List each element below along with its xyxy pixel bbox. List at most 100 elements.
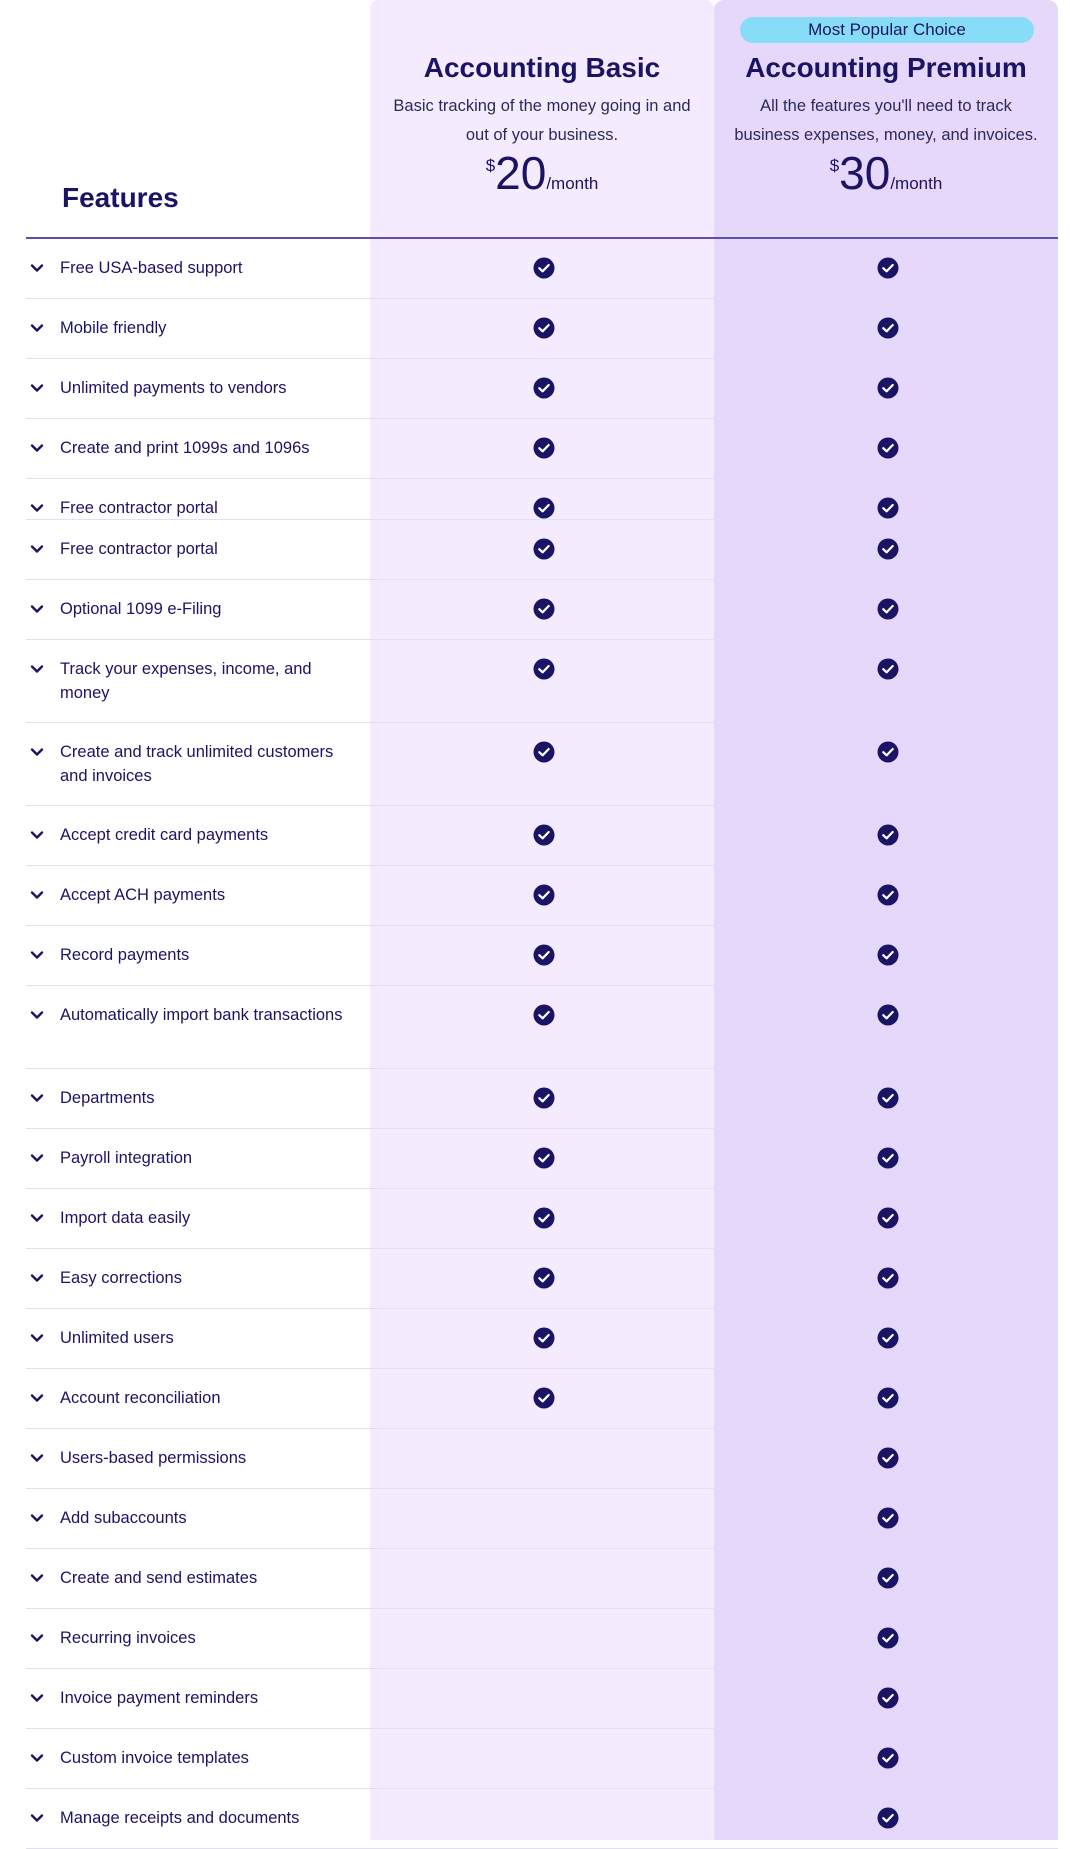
feature-row[interactable]: Create and track unlimited customers and… — [26, 723, 1058, 806]
basic-price-period: /month — [546, 174, 599, 193]
check-circle-icon — [533, 377, 555, 399]
chevron-down-icon[interactable] — [30, 381, 44, 395]
check-circle-icon — [533, 317, 555, 339]
feature-row[interactable]: Create and print 1099s and 1096s — [26, 419, 1058, 479]
check-circle-icon — [533, 658, 555, 680]
feature-label: Unlimited payments to vendors — [60, 379, 287, 397]
chevron-down-icon[interactable] — [30, 1751, 44, 1765]
feature-row[interactable]: Import data easily — [26, 1189, 1058, 1249]
chevron-down-icon[interactable] — [30, 321, 44, 335]
premium-price-currency: $ — [829, 156, 840, 175]
check-circle-icon — [877, 1087, 899, 1109]
feature-row[interactable]: Easy corrections — [26, 1249, 1058, 1309]
most-popular-badge: Most Popular Choice — [740, 17, 1034, 43]
chevron-down-icon[interactable] — [30, 1391, 44, 1405]
chevron-down-icon[interactable] — [30, 1008, 44, 1022]
check-circle-icon — [877, 497, 899, 519]
check-circle-icon — [877, 538, 899, 560]
feature-label: Account reconciliation — [60, 1389, 221, 1407]
chevron-down-icon[interactable] — [30, 602, 44, 616]
chevron-down-icon[interactable] — [30, 1811, 44, 1825]
chevron-down-icon[interactable] — [30, 1631, 44, 1645]
feature-label: Invoice payment reminders — [60, 1689, 259, 1707]
check-circle-icon — [877, 1747, 899, 1769]
check-circle-icon — [877, 1807, 899, 1829]
check-circle-icon — [877, 1687, 899, 1709]
feature-row[interactable]: Accept ACH payments — [26, 866, 1058, 926]
chevron-down-icon[interactable] — [30, 1151, 44, 1165]
chevron-down-icon[interactable] — [30, 948, 44, 962]
chevron-down-icon[interactable] — [30, 501, 44, 515]
premium-plan-column — [714, 0, 1058, 1840]
check-circle-icon — [533, 1004, 555, 1026]
chevron-down-icon[interactable] — [30, 828, 44, 842]
feature-row[interactable]: Automatically import bank transactions — [26, 986, 1058, 1069]
features-title: Features — [62, 182, 179, 213]
feature-label: Add subaccounts — [60, 1509, 187, 1527]
feature-row[interactable]: Mobile friendly — [26, 299, 1058, 359]
feature-row[interactable]: Payroll integration — [26, 1129, 1058, 1189]
comparison-header: Features Accounting Basic Basic tracking… — [0, 0, 1070, 238]
chevron-down-icon[interactable] — [30, 1091, 44, 1105]
check-circle-icon — [533, 598, 555, 620]
feature-label: Recurring invoices — [60, 1629, 196, 1647]
feature-label: Custom invoice templates — [60, 1749, 249, 1767]
check-circle-icon — [877, 1207, 899, 1229]
feature-row[interactable]: Invoice payment reminders — [26, 1669, 1058, 1729]
feature-label: Users-based permissions — [60, 1449, 247, 1467]
check-circle-icon — [533, 257, 555, 279]
feature-row[interactable]: Recurring invoices — [26, 1609, 1058, 1669]
feature-label: Record payments — [60, 946, 190, 964]
feature-label: Manage receipts and documents — [60, 1809, 300, 1827]
feature-label: Automatically import bank transactions — [60, 1006, 343, 1024]
check-circle-icon — [877, 598, 899, 620]
chevron-down-icon[interactable] — [30, 662, 44, 676]
check-circle-icon — [877, 1567, 899, 1589]
feature-label: Create and track unlimited customers and… — [60, 743, 334, 785]
chevron-down-icon[interactable] — [30, 1331, 44, 1345]
feature-row[interactable]: Free contractor portal — [26, 520, 1058, 580]
premium-plan-name: Accounting Premium — [745, 52, 1027, 83]
feature-row[interactable]: Unlimited users — [26, 1309, 1058, 1369]
feature-row[interactable]: Create and send estimates — [26, 1549, 1058, 1609]
chevron-down-icon[interactable] — [30, 1511, 44, 1525]
check-circle-icon — [533, 944, 555, 966]
feature-row[interactable]: Track your expenses, income, and money — [26, 640, 1058, 723]
check-circle-icon — [877, 1004, 899, 1026]
feature-row[interactable]: Free USA-based support — [26, 239, 1058, 299]
feature-row[interactable]: Record payments — [26, 926, 1058, 986]
feature-label: Unlimited users — [60, 1329, 174, 1347]
feature-label: Payroll integration — [60, 1149, 193, 1167]
feature-row[interactable]: Accept credit card payments — [26, 806, 1058, 866]
chevron-down-icon[interactable] — [30, 1451, 44, 1465]
chevron-down-icon[interactable] — [30, 888, 44, 902]
feature-row[interactable]: Account reconciliation — [26, 1369, 1058, 1429]
feature-row[interactable]: Departments — [26, 1069, 1058, 1129]
feature-row[interactable]: Manage receipts and documents — [26, 1789, 1058, 1849]
check-circle-icon — [877, 658, 899, 680]
chevron-down-icon[interactable] — [30, 1271, 44, 1285]
feature-row[interactable]: Unlimited payments to vendors — [26, 359, 1058, 419]
chevron-down-icon[interactable] — [30, 1571, 44, 1585]
check-circle-icon — [533, 1147, 555, 1169]
feature-row[interactable]: Optional 1099 e-Filing — [26, 580, 1058, 640]
premium-plan-description: All the features you'll need to track bu… — [734, 97, 1038, 144]
feature-row[interactable]: Users-based permissions — [26, 1429, 1058, 1489]
check-circle-icon — [877, 1387, 899, 1409]
check-circle-icon — [877, 437, 899, 459]
feature-row[interactable]: Custom invoice templates — [26, 1729, 1058, 1789]
basic-price-currency: $ — [485, 156, 496, 175]
chevron-down-icon[interactable] — [30, 1211, 44, 1225]
feature-label: Accept credit card payments — [60, 826, 269, 844]
feature-row[interactable]: Add subaccounts — [26, 1489, 1058, 1549]
feature-row[interactable]: Free contractor portal — [26, 479, 1058, 520]
chevron-down-icon[interactable] — [30, 441, 44, 455]
chevron-down-icon[interactable] — [30, 1691, 44, 1705]
chevron-down-icon[interactable] — [30, 261, 44, 275]
feature-label: Free USA-based support — [60, 259, 243, 277]
premium-plan-price: $30/month — [714, 148, 1058, 198]
chevron-down-icon[interactable] — [30, 745, 44, 759]
chevron-down-icon[interactable] — [30, 542, 44, 556]
check-circle-icon — [877, 1147, 899, 1169]
check-circle-icon — [877, 377, 899, 399]
